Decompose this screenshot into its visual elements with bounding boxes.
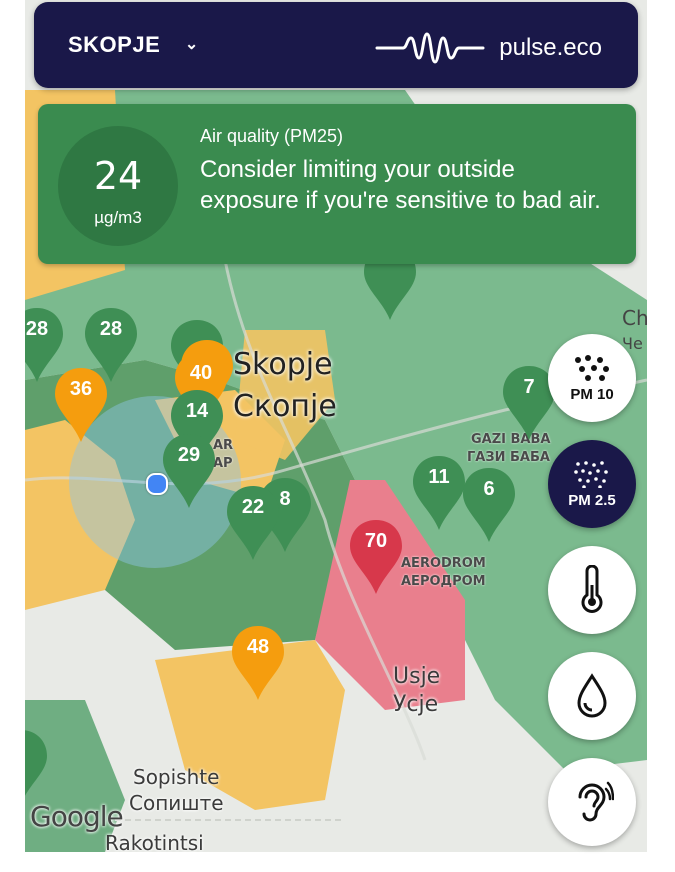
humidity-button[interactable] xyxy=(548,652,636,740)
area-label-usje: Usje xyxy=(393,664,441,689)
google-attribution: Google xyxy=(30,800,124,833)
brand-name: pulse.eco xyxy=(499,34,602,61)
pm10-label: PM 10 xyxy=(570,385,614,403)
sensor-value: 36 xyxy=(69,378,93,400)
sensor-pin[interactable]: 36 xyxy=(53,366,109,444)
sensor-pin[interactable] xyxy=(25,728,49,806)
air-quality-value-circle: 24 µg/m3 xyxy=(58,126,178,246)
brand: pulse.eco xyxy=(375,30,602,66)
pm25-label: PM 2.5 xyxy=(568,491,616,509)
chevron-down-icon: ⌄ xyxy=(184,36,199,53)
droplet-icon xyxy=(577,673,607,718)
user-location-dot xyxy=(146,473,168,495)
sensor-pin[interactable]: 28 xyxy=(25,306,65,384)
air-quality-unit: µg/m3 xyxy=(94,208,142,227)
sensor-value: 29 xyxy=(177,444,201,466)
sensor-value: 48 xyxy=(246,636,270,658)
air-quality-title: Air quality (PM25) xyxy=(200,126,344,146)
sensor-pin[interactable]: 14 xyxy=(169,388,225,466)
city-selector[interactable]: SKOPJE ⌄ xyxy=(68,32,199,58)
area-label-aerodrom-cyr: АЕРОДРОМ xyxy=(401,574,486,589)
sensor-pin[interactable]: 28 xyxy=(83,306,139,384)
area-label-ar: AR xyxy=(213,438,234,453)
pm10-button[interactable]: PM 10 xyxy=(548,334,636,422)
sensor-value: 22 xyxy=(241,496,265,518)
city-name: SKOPJE xyxy=(68,32,161,57)
sensor-pin[interactable]: 22 xyxy=(225,484,281,562)
area-label-usje-cyr: Усје xyxy=(393,692,439,717)
sensor-value: 11 xyxy=(428,466,450,488)
particles-icon xyxy=(575,354,609,381)
sensor-pin[interactable]: 40 xyxy=(173,350,229,428)
sensor-value: 8 xyxy=(279,488,291,510)
area-label-aerodrom: AERODROM xyxy=(401,556,486,571)
sensor-pin[interactable]: 7 xyxy=(501,364,557,442)
edge-label-ch: Ch xyxy=(622,306,649,330)
area-label-sopishte-cyr: Сопиште xyxy=(129,791,224,815)
sensor-pin[interactable] xyxy=(362,244,418,322)
area-label-sopishte: Sopishte xyxy=(133,765,220,789)
fine-particles-icon xyxy=(574,460,608,488)
ear-icon xyxy=(578,781,614,822)
area-label-rakotintsi: Rakotintsi xyxy=(105,831,204,852)
pm25-button[interactable]: PM 2.5 xyxy=(548,440,636,528)
sensor-value: 7 xyxy=(523,376,535,398)
sensor-value: 28 xyxy=(99,318,123,340)
thermometer-icon xyxy=(581,565,603,613)
air-quality-card[interactable]: 24 µg/m3 Air quality (PM25) Consider lim… xyxy=(38,104,636,264)
edge-label-che: Че xyxy=(622,334,643,353)
air-quality-message: Consider limiting your outside exposure … xyxy=(200,156,601,214)
sensor-value: 40 xyxy=(189,362,213,384)
air-quality-value: 24 xyxy=(93,154,143,198)
sensor-pin[interactable]: 70 xyxy=(348,518,404,596)
app-header: SKOPJE ⌄ pulse.eco xyxy=(34,2,638,88)
area-label-gazi-baba-cyr: ГАЗИ БАБА xyxy=(467,450,550,465)
sensor-pin[interactable]: 29 xyxy=(161,432,217,510)
sensor-value: 70 xyxy=(364,530,388,552)
temperature-button[interactable] xyxy=(548,546,636,634)
sensor-pin[interactable]: 11 xyxy=(411,454,467,532)
noise-button[interactable] xyxy=(548,758,636,846)
area-label-ap: AP xyxy=(213,456,233,471)
sensor-value: 14 xyxy=(185,400,209,422)
sensor-pin[interactable]: 48 xyxy=(230,624,286,702)
right-edge-strip xyxy=(647,0,675,872)
city-label-cyrillic: Скопје xyxy=(233,389,337,424)
city-label-latin: Skopje xyxy=(233,347,333,382)
pulse-wave-icon xyxy=(375,32,485,64)
sensor-value: 28 xyxy=(25,318,49,340)
sensor-value: 6 xyxy=(483,478,495,500)
sensor-pin[interactable]: 6 xyxy=(461,466,517,544)
